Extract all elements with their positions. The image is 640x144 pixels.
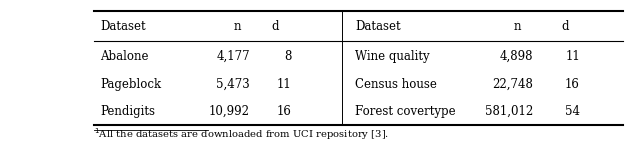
Text: 5,473: 5,473 xyxy=(216,77,250,91)
Text: 16: 16 xyxy=(276,105,291,118)
Text: Dataset: Dataset xyxy=(100,20,146,33)
Text: n: n xyxy=(514,20,522,33)
Text: Census house: Census house xyxy=(355,77,437,91)
Text: 4,898: 4,898 xyxy=(500,50,534,63)
Text: 4,177: 4,177 xyxy=(216,50,250,63)
Text: Abalone: Abalone xyxy=(100,50,148,63)
Text: n: n xyxy=(234,20,241,33)
Text: Wine quality: Wine quality xyxy=(355,50,429,63)
Text: 581,012: 581,012 xyxy=(485,105,534,118)
Text: $^{1}$All the datasets are downloaded from UCI repository [3].: $^{1}$All the datasets are downloaded fr… xyxy=(94,126,389,142)
Text: 54: 54 xyxy=(565,105,580,118)
Text: 22,748: 22,748 xyxy=(493,77,534,91)
Text: 11: 11 xyxy=(565,50,580,63)
Text: 16: 16 xyxy=(565,77,580,91)
Text: d: d xyxy=(271,20,279,33)
Text: Pageblock: Pageblock xyxy=(100,77,161,91)
Text: Pendigits: Pendigits xyxy=(100,105,155,118)
Text: 10,992: 10,992 xyxy=(209,105,250,118)
Text: 11: 11 xyxy=(276,77,291,91)
Text: Dataset: Dataset xyxy=(355,20,401,33)
Text: Forest covertype: Forest covertype xyxy=(355,105,456,118)
Text: d: d xyxy=(561,20,569,33)
Text: 8: 8 xyxy=(284,50,291,63)
